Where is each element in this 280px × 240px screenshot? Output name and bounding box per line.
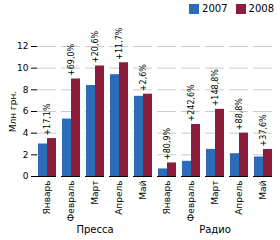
svg-text:Апрель: Апрель (234, 181, 244, 215)
svg-text:+242,6%: +242,6% (187, 84, 196, 122)
svg-text:Млн грн.: Млн грн. (8, 91, 18, 132)
svg-text:2: 2 (23, 150, 29, 160)
svg-text:+17,1%: +17,1% (43, 103, 52, 136)
svg-text:0: 0 (23, 171, 29, 181)
html-text:2008: 2008 (248, 2, 274, 14)
svg-text:Февраль: Февраль (66, 181, 76, 222)
svg-text:+2,6%: +2,6% (139, 64, 148, 91)
svg-text:6: 6 (23, 106, 29, 116)
svg-text:Январь: Январь (42, 181, 52, 215)
svg-text:Пресса: Пресса (76, 224, 113, 235)
svg-text:+11,7%: +11,7% (115, 27, 124, 60)
svg-text:Январь: Январь (162, 181, 172, 215)
svg-text:+88,8%: +88,8% (235, 98, 244, 131)
svg-text:+20,6%: +20,6% (91, 30, 100, 63)
svg-text:+37,6%: +37,6% (259, 114, 268, 147)
svg-text:Май: Май (258, 180, 268, 199)
svg-text:Апрель: Апрель (114, 181, 124, 215)
html-text:2007: 2007 (202, 2, 228, 14)
svg-text:4: 4 (23, 128, 29, 138)
svg-text:10: 10 (17, 63, 29, 73)
svg-text:Март: Март (210, 181, 220, 205)
svg-text:+148,8%: +148,8% (211, 69, 220, 107)
svg-text:Май: Май (138, 180, 148, 199)
svg-text:+80,9%: +80,9% (163, 127, 172, 160)
svg-text:Март: Март (90, 181, 100, 205)
svg-text:Радио: Радио (199, 224, 231, 235)
svg-text:8: 8 (23, 85, 29, 95)
svg-text:+69,0%: +69,0% (67, 43, 76, 76)
svg-text:Февраль: Февраль (186, 181, 196, 222)
svg-text:12: 12 (17, 41, 28, 51)
